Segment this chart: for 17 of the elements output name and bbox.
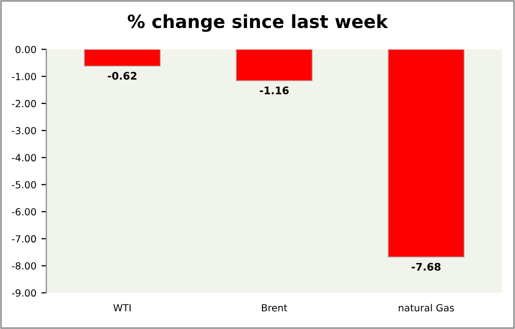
data-label: -1.16 <box>260 86 289 94</box>
x-tick-label: natural Gas <box>398 304 454 312</box>
x-tick-label: Brent <box>262 304 288 312</box>
y-tick-label: -5.00 <box>12 181 36 188</box>
y-tick-label: -7.00 <box>12 235 36 243</box>
y-tick-label: -4.00 <box>12 154 36 162</box>
data-label: -7.68 <box>412 262 441 271</box>
x-tick-label: WTI <box>113 304 131 312</box>
y-tick-label: -6.00 <box>12 208 36 216</box>
y-tick-label: -2.00 <box>12 100 36 108</box>
chart-title: % change since last week <box>128 14 388 32</box>
y-tick-label: 0.00 <box>16 46 36 54</box>
y-tick-label: -1.00 <box>12 72 36 80</box>
y-tick-label: -9.00 <box>12 289 36 297</box>
y-tick-label: -8.00 <box>12 262 36 270</box>
y-tick-label: -3.00 <box>12 126 36 134</box>
data-label: -0.62 <box>108 72 136 80</box>
